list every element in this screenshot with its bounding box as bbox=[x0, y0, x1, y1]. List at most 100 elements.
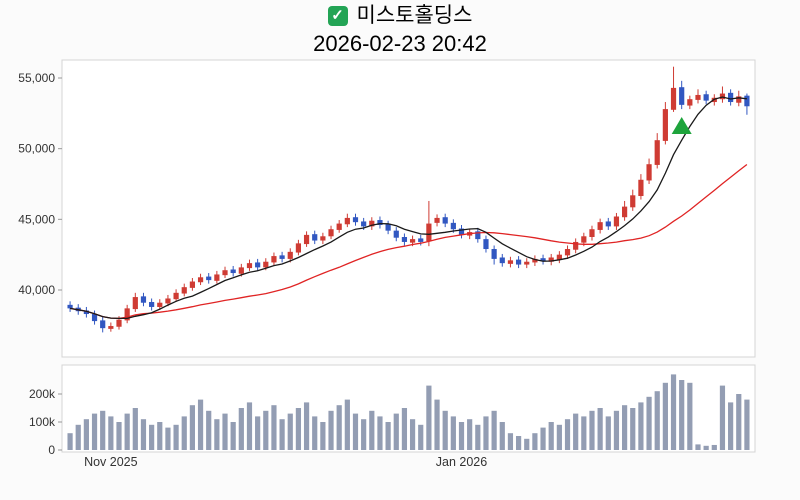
volume-bar bbox=[100, 410, 106, 450]
candle-down bbox=[744, 95, 750, 107]
volume-bar bbox=[581, 416, 587, 450]
checked-checkbox-icon: ✓ bbox=[327, 6, 348, 26]
candle-down bbox=[679, 87, 685, 105]
volume-bar bbox=[214, 419, 220, 450]
candle-down bbox=[458, 228, 465, 235]
candle-down bbox=[728, 92, 734, 103]
candle-down bbox=[377, 220, 383, 225]
volume-bar bbox=[336, 405, 342, 450]
candle-up bbox=[409, 239, 416, 243]
volume-bar bbox=[312, 416, 318, 450]
volume-bar bbox=[320, 422, 326, 450]
candle-up bbox=[426, 223, 432, 242]
candle-down bbox=[605, 221, 611, 227]
volume-bar bbox=[442, 410, 448, 450]
volume-bar bbox=[556, 424, 562, 450]
candle-up bbox=[189, 281, 195, 288]
volume-bar bbox=[287, 413, 293, 450]
candle-up bbox=[507, 260, 514, 264]
volume-bar bbox=[687, 382, 693, 450]
volume-bar bbox=[246, 402, 253, 450]
volume-bars bbox=[67, 374, 750, 450]
volume-axis: 0 100k 200k bbox=[29, 387, 62, 457]
volume-bar bbox=[475, 424, 481, 450]
candle-up bbox=[736, 96, 742, 103]
candle-down bbox=[279, 255, 285, 259]
volume-bar bbox=[149, 424, 155, 450]
volume-bar bbox=[238, 408, 244, 450]
volume-tick-label: 100k bbox=[29, 415, 56, 429]
volume-bar bbox=[401, 408, 408, 450]
volume-bar bbox=[157, 422, 163, 450]
candle-up bbox=[108, 326, 114, 329]
volume-bar bbox=[385, 422, 391, 450]
volume-bar bbox=[646, 396, 652, 450]
volume-bar bbox=[116, 422, 122, 450]
candle-down bbox=[450, 222, 456, 230]
candle-up bbox=[173, 292, 179, 300]
volume-bar bbox=[206, 410, 212, 450]
price-tick-label: 50,000 bbox=[18, 142, 55, 156]
x-tick-label: Nov 2025 bbox=[84, 455, 138, 469]
volume-bar bbox=[328, 410, 334, 450]
volume-bar bbox=[361, 419, 367, 450]
volume-bar bbox=[638, 402, 644, 450]
candle-down bbox=[91, 314, 98, 322]
candle-down bbox=[230, 269, 236, 274]
candle-down bbox=[442, 217, 448, 224]
candle-up bbox=[532, 258, 538, 263]
x-tick-label: Jan 2026 bbox=[436, 455, 487, 469]
volume-bar bbox=[230, 422, 236, 450]
signal-triangle-marker bbox=[671, 117, 692, 135]
candle-up bbox=[181, 287, 187, 294]
volume-bar bbox=[548, 422, 554, 450]
candle-down bbox=[418, 238, 424, 242]
ma-long-line bbox=[69, 163, 748, 320]
candle-down bbox=[540, 258, 546, 262]
volume-bar bbox=[434, 399, 440, 450]
candle-up bbox=[548, 257, 554, 262]
volume-bar bbox=[255, 416, 261, 450]
candle-up bbox=[336, 223, 342, 230]
volume-bar bbox=[515, 436, 522, 450]
candle-down bbox=[140, 296, 147, 303]
volume-bar bbox=[197, 399, 204, 450]
volume-bar bbox=[622, 405, 628, 450]
chart-panels bbox=[61, 59, 756, 453]
volume-bar bbox=[695, 444, 701, 450]
volume-bar bbox=[630, 408, 636, 450]
candle-up bbox=[132, 297, 138, 310]
volume-bar bbox=[589, 410, 595, 450]
volume-bar bbox=[744, 399, 750, 450]
candle-up bbox=[662, 109, 668, 141]
volume-bar bbox=[377, 416, 383, 450]
volume-bar bbox=[458, 422, 465, 450]
volume-bar bbox=[271, 405, 277, 450]
volume-bar bbox=[654, 391, 660, 450]
volume-bar bbox=[426, 385, 432, 450]
candle-up bbox=[238, 267, 244, 274]
volume-bar bbox=[263, 410, 269, 450]
volume-bar bbox=[189, 405, 195, 450]
candle-down bbox=[149, 302, 155, 307]
volume-bar bbox=[173, 424, 179, 450]
candle-up bbox=[303, 234, 310, 245]
volume-bar bbox=[597, 408, 603, 450]
volume-bar bbox=[303, 402, 310, 450]
candle-down bbox=[401, 237, 408, 242]
chart-timestamp: 2026-02-23 20:42 bbox=[313, 31, 487, 56]
volume-bar bbox=[613, 410, 620, 450]
volume-bar bbox=[67, 433, 73, 450]
volume-bar bbox=[564, 419, 571, 450]
candle-up bbox=[246, 263, 253, 269]
volume-bar bbox=[140, 419, 147, 450]
candle-up bbox=[328, 229, 334, 237]
candles bbox=[67, 66, 750, 333]
volume-bar bbox=[605, 416, 611, 450]
volume-bar bbox=[418, 424, 424, 450]
volume-bar bbox=[295, 408, 302, 450]
price-panel bbox=[61, 59, 756, 358]
candle-up bbox=[287, 251, 293, 259]
volume-bar bbox=[279, 419, 285, 450]
